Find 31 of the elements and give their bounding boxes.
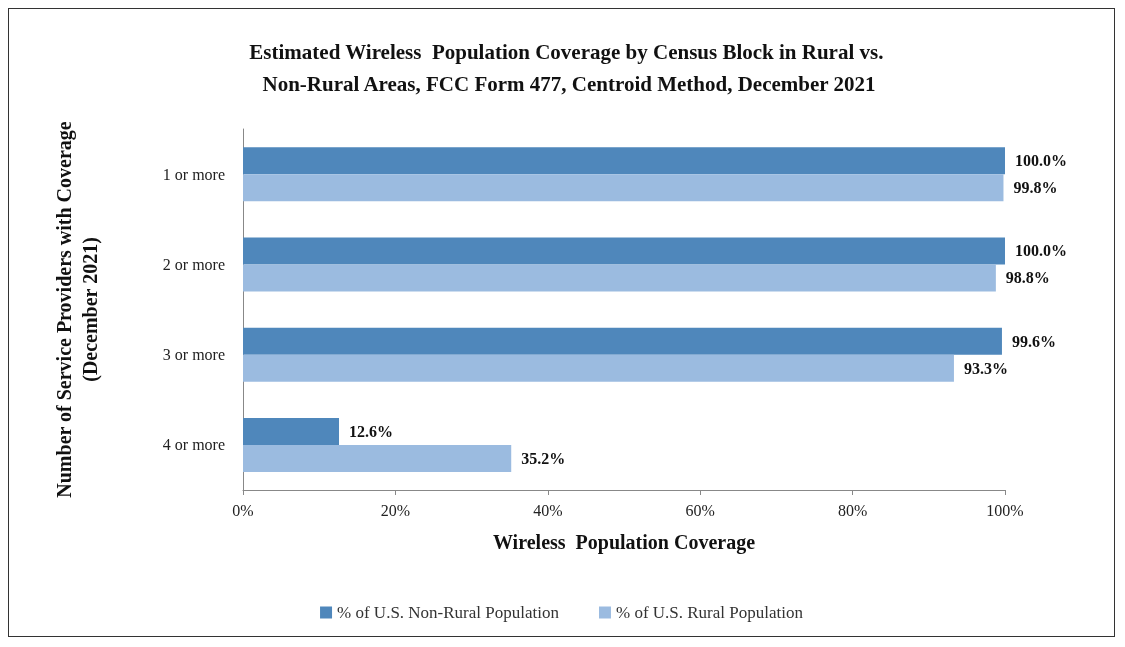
legend-label: % of U.S. Non-Rural Population — [337, 603, 560, 622]
x-tick-label: 20% — [380, 501, 411, 519]
legend-label: % of U.S. Rural Population — [615, 603, 804, 622]
x-axis-title: Wireless Population Coverage — [492, 531, 756, 554]
data-label: 100.0% — [1015, 152, 1067, 170]
y-tick-label: 2 or more — [162, 255, 225, 273]
bar — [243, 354, 954, 382]
bar — [243, 417, 340, 445]
x-tick-label: 0% — [232, 501, 254, 519]
x-tick-label: 80% — [837, 501, 868, 519]
y-tick-label: 4 or more — [162, 436, 225, 454]
x-tick-label: 100% — [986, 501, 1024, 519]
data-label: 100.0% — [1015, 242, 1067, 260]
bar — [243, 237, 1005, 265]
data-label: 93.3% — [963, 359, 1008, 377]
chart-title: Estimated Wireless Population Coverage by Census Block in Rural vs. Non-Rural Areas, FCC Form 477, Centroid Method, December 2021 — [249, 40, 889, 96]
data-label: 98.8% — [1005, 269, 1050, 287]
x-tick-label: 40% — [533, 501, 563, 519]
bar — [243, 327, 1002, 355]
y-tick-label: 3 or more — [162, 346, 225, 364]
bar — [243, 264, 996, 292]
y-tick-label: 1 or more — [162, 165, 225, 183]
bar — [243, 147, 1005, 175]
data-label: 35.2% — [521, 449, 566, 467]
x-tick-label: 60% — [685, 501, 715, 519]
data-label: 99.8% — [1013, 179, 1058, 197]
data-label: 12.6% — [349, 422, 394, 440]
data-label: 99.6% — [1011, 332, 1056, 350]
y-axis-title: Number of Service Providers with Coverage (December 2021) — [53, 121, 102, 498]
bar — [243, 444, 512, 472]
bar — [243, 174, 1004, 202]
